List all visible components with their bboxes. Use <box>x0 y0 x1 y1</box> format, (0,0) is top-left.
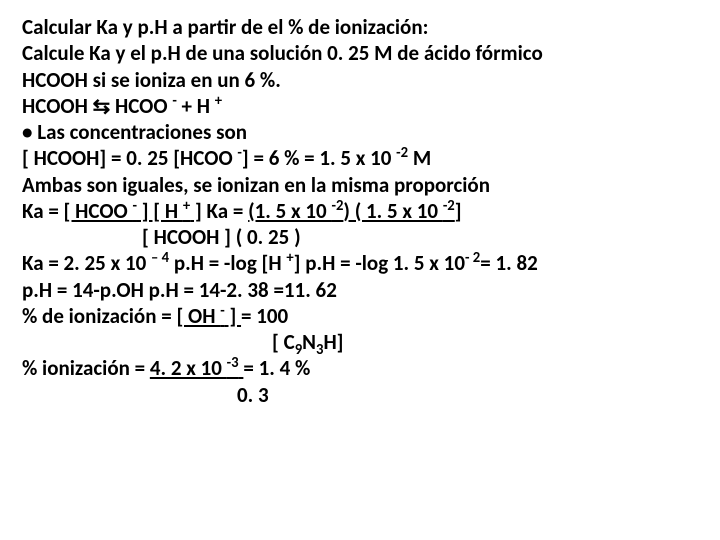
document-body: Calcular Ka y p.H a partir de el % de io… <box>0 0 720 408</box>
text-line: Calcular Ka y p.H a partir de el % de io… <box>22 14 698 40</box>
text: [ HCOOH] = 0. 25 [HCOO <box>22 145 237 171</box>
superscript: + <box>286 248 293 266</box>
text: Ka = <box>202 198 248 224</box>
text: % de ionización = <box>22 303 176 329</box>
text: ( 0. 25 ) <box>236 224 301 250</box>
text: p.H = 14-p.OH p.H = 14-2. 38 =11. 62 <box>22 277 337 303</box>
text: Ka = <box>22 198 64 224</box>
text: = 100 <box>241 303 288 329</box>
text: • Las concentraciones son <box>22 119 247 145</box>
text-line: [ HCOOH] = 0. 25 [HCOO -] = 6 % = 1. 5 x… <box>22 145 698 171</box>
text: + H <box>177 93 215 119</box>
text-line: HCOOH ⇆ HCOO - + H + <box>22 93 698 119</box>
text: Calcular Ka y p.H a partir de el % de io… <box>22 14 428 40</box>
text: HCOOH si se ioniza en un 6 %. <box>22 67 281 93</box>
text: M <box>408 145 431 171</box>
text: ] <box>190 198 202 224</box>
underlined-text: (1. 5 x 10 -2) ( 1. 5 x 10 -2] <box>248 198 462 224</box>
text-line: Ka = 2. 25 x 10 – 4 p.H = -log [H +] p.H… <box>22 250 698 276</box>
text-line: [ C9N3H] <box>22 329 698 355</box>
text-line: 0. 3 <box>22 382 698 408</box>
superscript: -2 <box>331 196 343 214</box>
underlined-text: [ HCOO - ] [ H + ] <box>64 198 202 224</box>
text: ] <box>225 303 241 329</box>
underlined-text: [ OH - ] <box>176 303 241 329</box>
text: N <box>302 329 316 355</box>
text: = 1. 4 % <box>243 355 310 381</box>
text-line: HCOOH si se ioniza en un 6 %. <box>22 67 698 93</box>
text: [ OH <box>176 303 220 329</box>
text: H] <box>323 329 343 355</box>
text: ] p.H = -log 1. 5 x 10 <box>294 250 465 276</box>
text: HCOOH ⇆ HCOO <box>22 93 172 119</box>
text: ) ( 1. 5 x 10 <box>343 198 442 224</box>
superscript: -3 <box>227 353 239 371</box>
superscript: - 2 <box>465 248 480 266</box>
text: Ambas son iguales, se ionizan en la mism… <box>22 172 490 198</box>
text-line: p.H = 14-p.OH p.H = 14-2. 38 =11. 62 <box>22 277 698 303</box>
text-line: • Las concentraciones son <box>22 119 698 145</box>
text-line: Ambas son iguales, se ionizan en la mism… <box>22 172 698 198</box>
text: ] [ H <box>137 198 183 224</box>
text-line: Ka = [ HCOO - ] [ H + ] Ka = (1. 5 x 10 … <box>22 198 698 224</box>
text-line: % ionización = 4. 2 x 10 -3 = 1. 4 % <box>22 355 698 381</box>
text: 0. 3 <box>237 382 269 408</box>
text: % ionización = <box>22 355 150 381</box>
text: Ka = 2. 25 x 10 <box>22 250 151 276</box>
text-line: Calcule Ka y el p.H de una solución 0. 2… <box>22 40 698 66</box>
text: p.H = -log [H <box>169 250 286 276</box>
text-line: % de ionización = [ OH - ] = 100 <box>22 303 698 329</box>
text: (1. 5 x 10 <box>248 198 331 224</box>
superscript: -2 <box>443 196 455 214</box>
superscript: -2 <box>396 143 408 161</box>
text: ] <box>455 198 462 224</box>
text: ] = 6 % = 1. 5 x 10 <box>242 145 396 171</box>
text: [ C <box>272 329 295 355</box>
superscript: – 4 <box>151 248 169 266</box>
text: Calcule Ka y el p.H de una solución 0. 2… <box>22 40 543 66</box>
text: [ HCOOH ] <box>142 224 231 250</box>
text: 4. 2 x 10 <box>150 355 227 381</box>
superscript: + <box>215 91 222 109</box>
text-line: [ HCOOH ] ( 0. 25 ) <box>22 224 698 250</box>
underlined-text: 4. 2 x 10 -3 <box>150 355 244 381</box>
text: [ HCOO <box>64 198 133 224</box>
text: = 1. 82 <box>480 250 538 276</box>
